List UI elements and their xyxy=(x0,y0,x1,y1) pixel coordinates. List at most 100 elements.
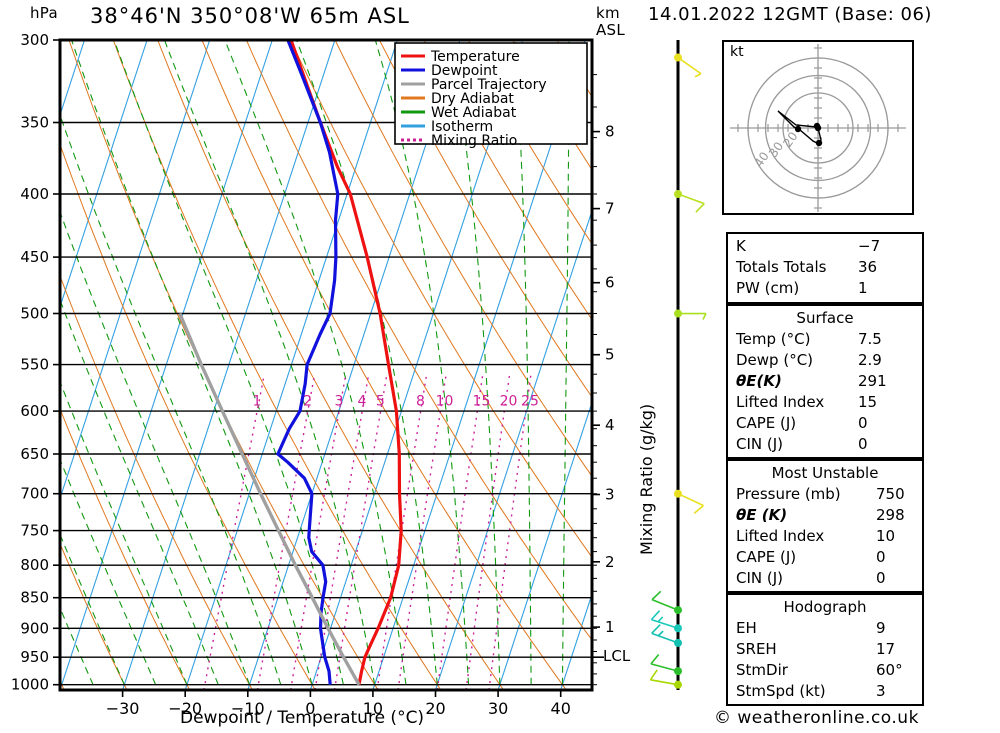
hodograph-stat-value-cell: 9 xyxy=(876,619,886,637)
hodograph-stat-label: EH xyxy=(736,619,757,637)
height-tick-label: 5 xyxy=(605,346,615,364)
most-unstable-label: Lifted Index xyxy=(736,527,825,545)
height-unit-label-asl: ASL xyxy=(596,21,626,39)
index-value: −7 xyxy=(858,237,881,255)
surface-row: Lifted Index xyxy=(736,393,824,411)
height-tick-label: 8 xyxy=(605,123,615,141)
most-unstable-value-cell: 298 xyxy=(876,506,905,524)
most-unstable-row: Lifted Index xyxy=(736,527,824,545)
index-row: PW (cm) xyxy=(736,279,799,297)
mixing-ratio-label: 15 xyxy=(473,393,491,409)
index-value-cell: 36 xyxy=(858,258,877,276)
surface-value: 7.5 xyxy=(858,330,882,348)
most-unstable-value: 0 xyxy=(876,569,886,587)
pressure-tick-label: 450 xyxy=(20,248,49,266)
height-unit-label-km: km xyxy=(596,4,620,22)
hodograph-stat-value-cell: 3 xyxy=(876,682,886,700)
surface-value-cell: 2.9 xyxy=(858,351,882,369)
most-unstable-row: CIN (J) xyxy=(736,569,783,587)
temperature-tick-label: −30 xyxy=(106,699,140,718)
most-unstable-label: CAPE (J) xyxy=(736,548,797,566)
mixing-ratio-label: 10 xyxy=(436,393,454,409)
surface-label: Lifted Index xyxy=(736,393,825,411)
x-axis-title: Dewpoint / Temperature (°C) xyxy=(180,708,425,728)
most-unstable-value-cell: 750 xyxy=(876,485,905,503)
pressure-tick-label: 850 xyxy=(20,589,49,607)
pressure-tick-label: 900 xyxy=(20,619,49,637)
temperature-tick-label: 30 xyxy=(488,699,508,718)
indices-panel: K −7 Totals Totals 36 PW (cm) 1 xyxy=(726,232,924,304)
mixing-ratio-label: 1 xyxy=(252,393,261,409)
profile-temperature xyxy=(289,40,403,686)
temperature-tick-label: 0 xyxy=(305,699,315,718)
legend-label: Mixing Ratio xyxy=(431,133,517,149)
pressure-tick-label: 700 xyxy=(20,485,49,503)
temperature-tick-label: −20 xyxy=(168,699,202,718)
most-unstable-panel-title: Most Unstable xyxy=(771,464,879,482)
hodograph-stat-row: SREH xyxy=(736,640,777,658)
mixing-ratio-label: 5 xyxy=(376,393,385,409)
most-unstable-value-cell: 0 xyxy=(876,548,886,566)
most-unstable-label: CIN (J) xyxy=(736,569,784,587)
temperature-tick-label: −10 xyxy=(231,699,265,718)
hodograph-stat-label: SREH xyxy=(736,640,777,658)
index-value-cell: −7 xyxy=(858,237,880,255)
legend-label: Wet Adiabat xyxy=(431,105,517,121)
surface-row: θE(K) xyxy=(736,372,782,390)
surface-value-cell: 291 xyxy=(858,372,887,390)
index-value: 36 xyxy=(858,258,878,276)
surface-value-cell: 0 xyxy=(858,435,868,453)
most-unstable-label: Pressure (mb) xyxy=(736,485,841,503)
pressure-tick-label: 500 xyxy=(20,305,49,323)
surface-label: CAPE (J) xyxy=(736,414,797,432)
legend-label: Dewpoint xyxy=(431,63,498,79)
most-unstable-row: Pressure (mb) xyxy=(736,485,841,503)
height-tick-label: 1 xyxy=(605,618,615,636)
forecast-datetime: 14.01.2022 12GMT (Base: 06) xyxy=(648,4,932,25)
height-tick-label: 4 xyxy=(605,416,615,434)
pressure-tick-label: 800 xyxy=(20,556,49,574)
surface-label: CIN (J) xyxy=(736,435,784,453)
pressure-unit-label: hPa xyxy=(30,4,58,22)
most-unstable-value: 298 xyxy=(876,506,905,524)
surface-label: θE(K) xyxy=(736,372,782,390)
surface-value: 2.9 xyxy=(858,351,882,369)
temperature-tick-label: 10 xyxy=(363,699,383,718)
height-tick-label: 7 xyxy=(605,200,615,218)
index-value: 1 xyxy=(858,279,868,297)
pressure-tick-label: 300 xyxy=(20,31,49,49)
hodograph-stat-label: StmDir xyxy=(736,661,788,679)
mixing-ratio-label: 2 xyxy=(303,393,312,409)
hodograph-stat-value: 17 xyxy=(876,640,896,658)
legend-label: Dry Adiabat xyxy=(431,91,514,107)
most-unstable-value-cell: 10 xyxy=(876,527,895,545)
surface-panel: Surface Temp (°C) 7.5 Dewp (°C) 2.9 θE(K… xyxy=(726,304,924,459)
pressure-tick-label: 750 xyxy=(20,522,49,540)
index-label: Totals Totals xyxy=(736,258,827,276)
index-value-cell: 1 xyxy=(858,279,868,297)
mixing-ratio-label: 8 xyxy=(416,393,425,409)
surface-value: 291 xyxy=(858,372,887,390)
surface-row: CIN (J) xyxy=(736,435,783,453)
lcl-label: LCL xyxy=(603,647,631,665)
surface-label: Dewp (°C) xyxy=(736,351,814,369)
most-unstable-row: θE (K) xyxy=(736,506,787,524)
index-row: K xyxy=(736,237,746,255)
surface-value-cell: 15 xyxy=(858,393,877,411)
most-unstable-value: 0 xyxy=(876,548,886,566)
most-unstable-label: θE (K) xyxy=(736,506,788,524)
surface-row: Temp (°C) xyxy=(736,330,810,348)
index-label: K xyxy=(736,237,746,255)
hodograph-stats-panel: Hodograph EH 9 SREH 17 StmDir 60° StmSpd… xyxy=(726,593,924,706)
index-row: Totals Totals xyxy=(736,258,826,276)
pressure-tick-label: 650 xyxy=(20,445,49,463)
legend-label: Temperature xyxy=(430,49,520,65)
surface-value: 0 xyxy=(858,414,868,432)
legend-label: Isotherm xyxy=(431,119,493,135)
hodograph-stat-label: StmSpd (kt) xyxy=(736,682,826,700)
hodograph-panel xyxy=(722,40,914,215)
surface-row: Dewp (°C) xyxy=(736,351,813,369)
copyright-footer: © weatheronline.co.uk xyxy=(714,708,919,728)
